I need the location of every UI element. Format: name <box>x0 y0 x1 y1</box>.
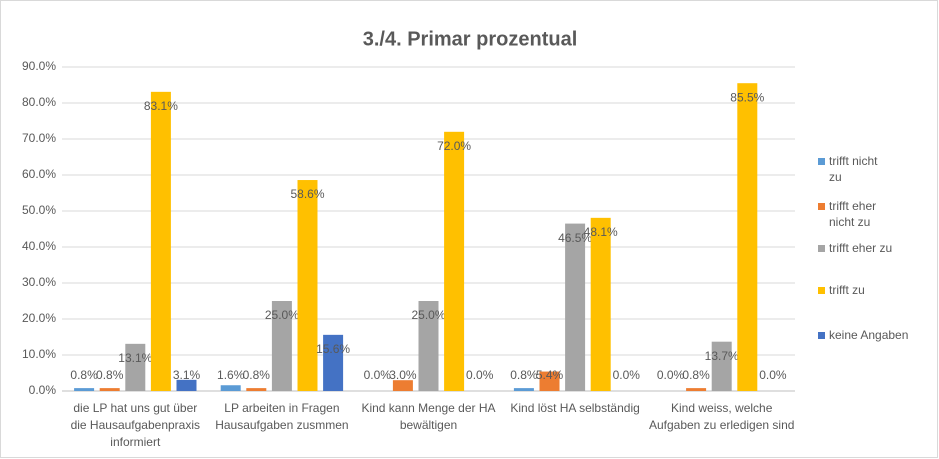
bar <box>297 180 318 391</box>
value-label: 46.5% <box>558 231 592 245</box>
legend-label: keine Angaben <box>829 328 908 342</box>
value-label: 72.0% <box>437 139 471 153</box>
y-tick-label: 50.0% <box>22 203 56 217</box>
legend-swatch <box>818 158 825 165</box>
value-label: 13.7% <box>705 349 739 363</box>
bar <box>418 301 439 391</box>
bar <box>539 371 560 391</box>
y-tick-label: 10.0% <box>22 347 56 361</box>
bar <box>513 388 534 391</box>
chart-title: 3./4. Primar prozentual <box>363 28 578 50</box>
value-label: 0.8% <box>682 368 710 382</box>
value-label: 15.6% <box>316 342 350 356</box>
bar <box>150 91 171 391</box>
value-label: 25.0% <box>411 308 445 322</box>
value-label: 58.6% <box>290 187 324 201</box>
bar <box>686 388 707 391</box>
y-tick-label: 60.0% <box>22 167 56 181</box>
bar <box>392 380 413 391</box>
bar <box>323 334 344 391</box>
x-tick-label: Kind weiss, welche Aufgaben zu erledigen … <box>649 401 794 432</box>
value-label: 0.8% <box>510 368 538 382</box>
value-label: 0.8% <box>70 368 98 382</box>
value-label: 0.8% <box>96 368 124 382</box>
value-label: 0.0% <box>613 368 641 382</box>
value-label: 13.1% <box>118 351 152 365</box>
y-tick-label: 90.0% <box>22 59 56 73</box>
bar <box>125 343 146 391</box>
y-tick-label: 70.0% <box>22 131 56 145</box>
legend-swatch <box>818 245 825 252</box>
bar <box>444 131 465 392</box>
y-tick-label: 40.0% <box>22 239 56 253</box>
x-tick-label: Kind löst HA selbständig <box>510 401 639 415</box>
value-label: 3.1% <box>173 368 201 382</box>
legend-swatch <box>818 332 825 339</box>
x-tick-label: die LP hat uns gut über die Hausaufgabenp… <box>71 401 200 449</box>
value-label: 25.0% <box>265 308 299 322</box>
y-tick-label: 80.0% <box>22 95 56 109</box>
value-label: 0.0% <box>657 368 685 382</box>
value-label: 0.8% <box>243 368 271 382</box>
value-label: 83.1% <box>144 99 178 113</box>
bar <box>176 379 197 391</box>
legend-label: trifft eher nicht zu <box>829 199 876 229</box>
bar <box>99 388 120 391</box>
bar <box>74 388 95 391</box>
value-label: 0.0% <box>466 368 494 382</box>
bar <box>271 301 292 391</box>
y-tick-label: 0.0% <box>29 383 57 397</box>
value-label: 0.0% <box>759 368 787 382</box>
legend-swatch <box>818 287 825 294</box>
bar <box>737 83 758 391</box>
legend-swatch <box>818 203 825 210</box>
value-label: 0.0% <box>364 368 392 382</box>
value-label: 3.0% <box>389 368 417 382</box>
legend-label: trifft eher zu <box>829 241 892 255</box>
bar <box>220 385 241 391</box>
y-tick-label: 20.0% <box>22 311 56 325</box>
value-label: 5.4% <box>536 368 564 382</box>
y-tick-label: 30.0% <box>22 275 56 289</box>
bar <box>565 223 586 391</box>
x-tick-label: LP arbeiten in Fragen Hausaufgaben zusmme… <box>215 401 348 432</box>
bar <box>711 341 732 391</box>
bar <box>246 388 267 391</box>
value-label: 1.6% <box>217 368 245 382</box>
bar <box>590 217 611 391</box>
value-label: 48.1% <box>584 225 618 239</box>
legend-label: trifft nicht zu <box>829 154 878 184</box>
value-label: 85.5% <box>730 90 764 104</box>
legend-label: trifft zu <box>829 283 865 297</box>
x-tick-label: Kind kann Menge der HA bewältigen <box>361 401 495 432</box>
